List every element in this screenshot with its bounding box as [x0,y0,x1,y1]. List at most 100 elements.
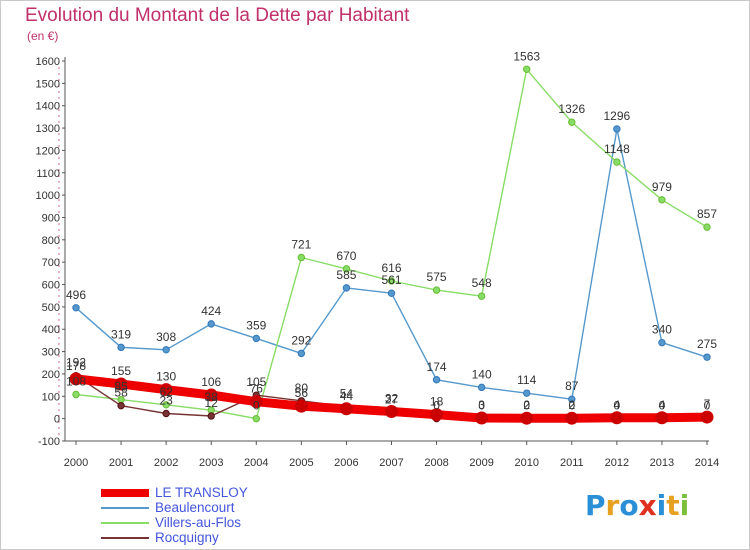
data-point-beaulencourt [568,395,576,403]
data-point-le-transloy [159,383,173,397]
y-tick-label: 200 [42,369,60,381]
data-point-villers-au-flos [613,158,621,166]
data-point-beaulencourt [477,383,486,392]
legend-item-rocquigny: Rocquigny [101,530,401,545]
y-tick-label: 500 [42,302,60,314]
y-tick-label: 300 [42,347,60,359]
y-tick-label: 400 [42,324,60,336]
data-point-le-transloy [339,402,353,416]
x-tick-label: 2007 [379,457,403,469]
data-label-beaulencourt: 87 [565,379,579,393]
data-label-le-transloy: 2 [568,398,575,412]
data-label-rocquigny: 27 [385,393,399,407]
plot-area: -100010020030040050060070080090010001100… [36,49,720,469]
data-point-beaulencourt [703,353,711,361]
data-label-villers-au-flos: 85 [114,380,128,394]
y-tick-label: 1100 [36,168,60,180]
data-label-rocquigny: 0 [523,399,530,413]
data-label-rocquigny: 23 [159,394,173,408]
data-point-le-transloy [249,395,263,409]
data-point-villers-au-flos [477,292,486,300]
x-tick-label: 2010 [514,457,538,469]
data-label-le-transloy: 32 [385,391,399,405]
data-point-beaulencourt [432,376,441,384]
data-label-beaulencourt: 340 [652,323,672,337]
data-label-rocquigny: 80 [295,381,309,395]
data-point-villers-au-flos [72,390,80,399]
data-point-villers-au-flos [523,65,531,73]
x-tick-label: 2003 [199,457,223,469]
data-point-beaulencourt [658,338,666,347]
proxiti-logo: Proxiti [585,489,690,522]
y-tick-label: 1500 [36,78,60,90]
data-point-le-transloy [655,411,669,425]
data-label-rocquigny: 0 [568,399,575,413]
data-point-rocquigny [117,401,125,410]
data-point-le-transloy [69,372,83,386]
data-point-le-transloy [520,411,534,425]
y-tick-label: 1400 [36,101,60,113]
data-label-beaulencourt: 308 [156,330,176,344]
data-point-beaulencourt [117,343,125,352]
x-tick-label: 2004 [244,457,268,469]
data-label-rocquigny: 0 [614,399,621,413]
data-label-rocquigny: 0 [704,399,711,413]
data-label-villers-au-flos: 108 [66,375,86,389]
data-point-le-transloy [294,399,308,413]
data-point-rocquigny [207,412,215,420]
data-label-le-transloy: 2 [523,398,530,412]
x-tick-label: 2014 [695,457,719,469]
legend: LE TRANSLOY Beaulencourt Villers-au-Flos… [101,485,401,545]
x-tick-label: 2009 [469,457,493,469]
y-tick-label: 1600 [36,56,60,68]
data-point-beaulencourt [342,284,351,292]
data-label-villers-au-flos: 1326 [558,102,585,116]
data-label-villers-au-flos: 616 [381,261,401,275]
data-point-villers-au-flos [162,401,170,409]
data-label-beaulencourt: 114 [517,373,536,387]
data-label-villers-au-flos: 575 [427,270,447,284]
data-point-le-transloy [610,411,624,425]
x-tick-label: 2012 [605,457,629,469]
y-tick-label: 600 [42,280,60,292]
y-tick-label: 1000 [36,190,60,202]
x-tick-label: 2002 [154,457,178,469]
y-tick-label: 1200 [36,145,60,157]
data-label-le-transloy: 56 [295,386,309,400]
data-label-le-transloy: 4 [659,398,666,412]
x-tick-label: 2005 [289,457,313,469]
legend-swatch-le-transloy [101,489,149,497]
legend-item-villers-au-flos: Villers-au-Flos [101,515,401,530]
y-tick-label: 700 [42,257,60,269]
data-label-villers-au-flos: 62 [159,385,173,399]
data-label-beaulencourt: 1296 [604,109,631,123]
legend-swatch-rocquigny [101,537,149,539]
data-label-beaulencourt: 561 [381,273,401,287]
data-label-beaulencourt: 292 [291,333,311,347]
x-tick-label: 2013 [650,457,674,469]
data-point-beaulencourt [252,334,260,343]
data-point-villers-au-flos [432,286,441,294]
legend-label-le-transloy: LE TRANSLOY [155,485,248,500]
x-tick-label: 2006 [334,457,358,469]
data-label-beaulencourt: 140 [472,367,492,381]
legend-item-le-transloy: LE TRANSLOY [101,485,401,500]
x-tick-label: 2000 [64,457,88,469]
data-label-rocquigny: 0 [478,399,485,413]
data-label-le-transloy: 76 [250,382,264,396]
data-label-villers-au-flos: 0 [253,399,260,413]
data-label-beaulencourt: 496 [66,288,86,302]
data-label-villers-au-flos: 1563 [513,49,540,63]
data-point-le-transloy [204,388,218,402]
data-label-le-transloy: 178 [66,359,86,373]
data-point-villers-au-flos [297,253,306,262]
x-tick-label: 2011 [560,457,584,469]
data-label-villers-au-flos: 857 [697,207,717,221]
data-point-le-transloy [114,377,128,391]
data-label-rocquigny: 54 [340,387,354,401]
y-tick-label: 100 [42,391,60,403]
data-label-le-transloy: 130 [156,370,176,384]
legend-item-beaulencourt: Beaulencourt [101,500,401,515]
data-point-beaulencourt [297,349,306,358]
data-label-beaulencourt: 359 [246,318,266,332]
